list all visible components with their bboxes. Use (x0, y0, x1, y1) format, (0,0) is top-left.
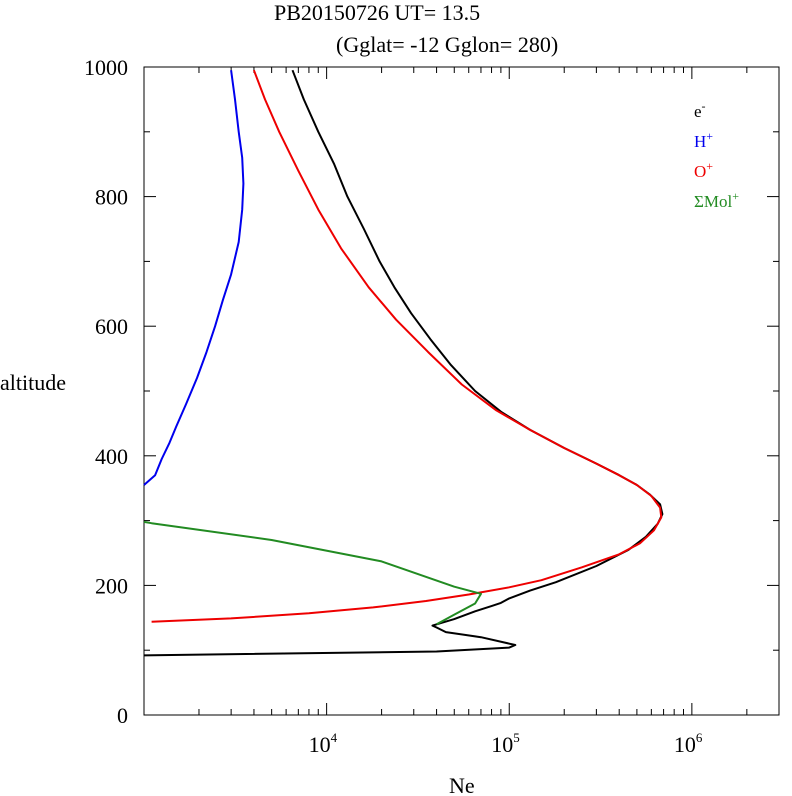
x-tick-label: 104 (309, 730, 338, 757)
chart-title-line-1: PB20150726 UT= 13.5 (274, 0, 480, 25)
y-tick-label: 600 (95, 314, 128, 339)
chart-title-line-2: (Gglat= -12 Gglon= 280) (336, 32, 558, 57)
series-line-e (143, 69, 664, 657)
legend-entry-e: e- (694, 99, 706, 121)
series-layer (143, 69, 664, 657)
x-axis-title: Ne (449, 773, 475, 796)
legend: e- H+ O+ ΣMol+ (694, 99, 739, 211)
series-line-Mol (143, 520, 482, 626)
y-tick-labels: 0 200 400 600 800 1000 (84, 55, 128, 728)
legend-entry-Mol: ΣMol+ (694, 189, 739, 211)
axis-ticks (143, 66, 780, 716)
x-tick-label: 105 (491, 730, 519, 757)
y-tick-label: 0 (117, 703, 128, 728)
x-tick-labels: 104 105 106 (309, 730, 703, 757)
legend-entry-H: H+ (694, 129, 713, 151)
legend-entry-O: O+ (694, 159, 713, 181)
y-tick-label: 400 (95, 444, 128, 469)
series-line-H (143, 70, 245, 486)
y-tick-label: 200 (95, 573, 128, 598)
y-tick-label: 800 (95, 185, 128, 210)
y-axis-title: altitude (0, 370, 66, 395)
x-tick-label: 106 (674, 730, 703, 757)
y-tick-label: 1000 (84, 55, 128, 80)
series-line-O (151, 69, 663, 623)
